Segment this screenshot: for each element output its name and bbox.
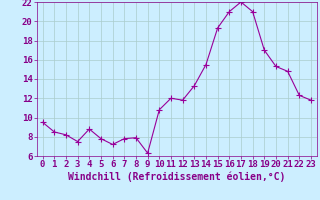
X-axis label: Windchill (Refroidissement éolien,°C): Windchill (Refroidissement éolien,°C) [68, 172, 285, 182]
